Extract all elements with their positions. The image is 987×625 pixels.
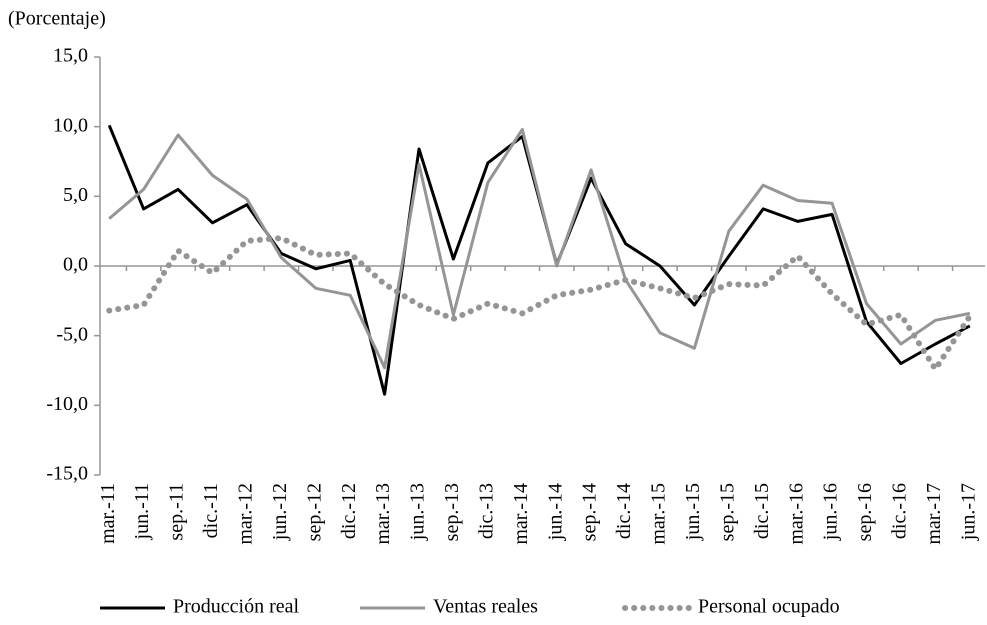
x-tick-label: mar.-17	[923, 483, 945, 545]
x-tick-label: jun.-16	[820, 483, 842, 541]
y-tick-label: -15,0	[46, 463, 88, 485]
x-tick-label: sep.-16	[854, 483, 876, 541]
x-tick-label: mar.-14	[510, 483, 532, 545]
x-tick-label: dic.-11	[200, 483, 222, 538]
x-tick-label: sep.-15	[716, 483, 738, 541]
x-tick-label: jun.-11	[131, 483, 153, 540]
x-tick-label: dic.-16	[889, 483, 911, 539]
x-tick-label: sep.-12	[303, 483, 325, 541]
x-tick-label: jun.-12	[269, 483, 291, 541]
x-tick-label: sep.-14	[579, 483, 601, 541]
legend-label: Ventas reales	[433, 596, 538, 618]
series-line	[106, 235, 973, 373]
x-tick-label: mar.-16	[785, 483, 807, 545]
x-tick-label: mar.-11	[97, 483, 119, 544]
y-tick-label: 0,0	[63, 254, 88, 276]
y-tick-label: 10,0	[53, 114, 88, 136]
x-tick-label: jun.-17	[957, 483, 979, 541]
y-tick-label: 5,0	[63, 184, 88, 206]
x-tick-label: mar.-15	[648, 483, 670, 545]
series-line	[107, 124, 971, 396]
y-tick-label: -5,0	[56, 323, 88, 345]
x-tick-label: dic.-12	[338, 483, 360, 539]
x-tick-label: dic.-13	[475, 483, 497, 539]
y-tick-label: -10,0	[46, 393, 88, 415]
legend-label: Producción real	[173, 596, 300, 618]
x-tick-label: mar.-12	[234, 483, 256, 545]
x-tick-label: mar.-13	[372, 483, 394, 545]
x-tick-label: dic.-14	[613, 483, 635, 539]
legend-label: Personal ocupado	[698, 596, 840, 618]
x-tick-label: sep.-11	[166, 483, 188, 541]
x-tick-label: sep.-13	[441, 483, 463, 541]
y-tick-label: 15,0	[53, 45, 88, 67]
x-tick-label: jun.-13	[407, 483, 429, 541]
x-tick-label: jun.-14	[544, 483, 566, 541]
chart-subtitle: (Porcentaje)	[8, 8, 106, 30]
series-line	[108, 128, 971, 370]
x-tick-label: dic.-15	[751, 483, 773, 539]
x-tick-label: jun.-15	[682, 483, 704, 541]
